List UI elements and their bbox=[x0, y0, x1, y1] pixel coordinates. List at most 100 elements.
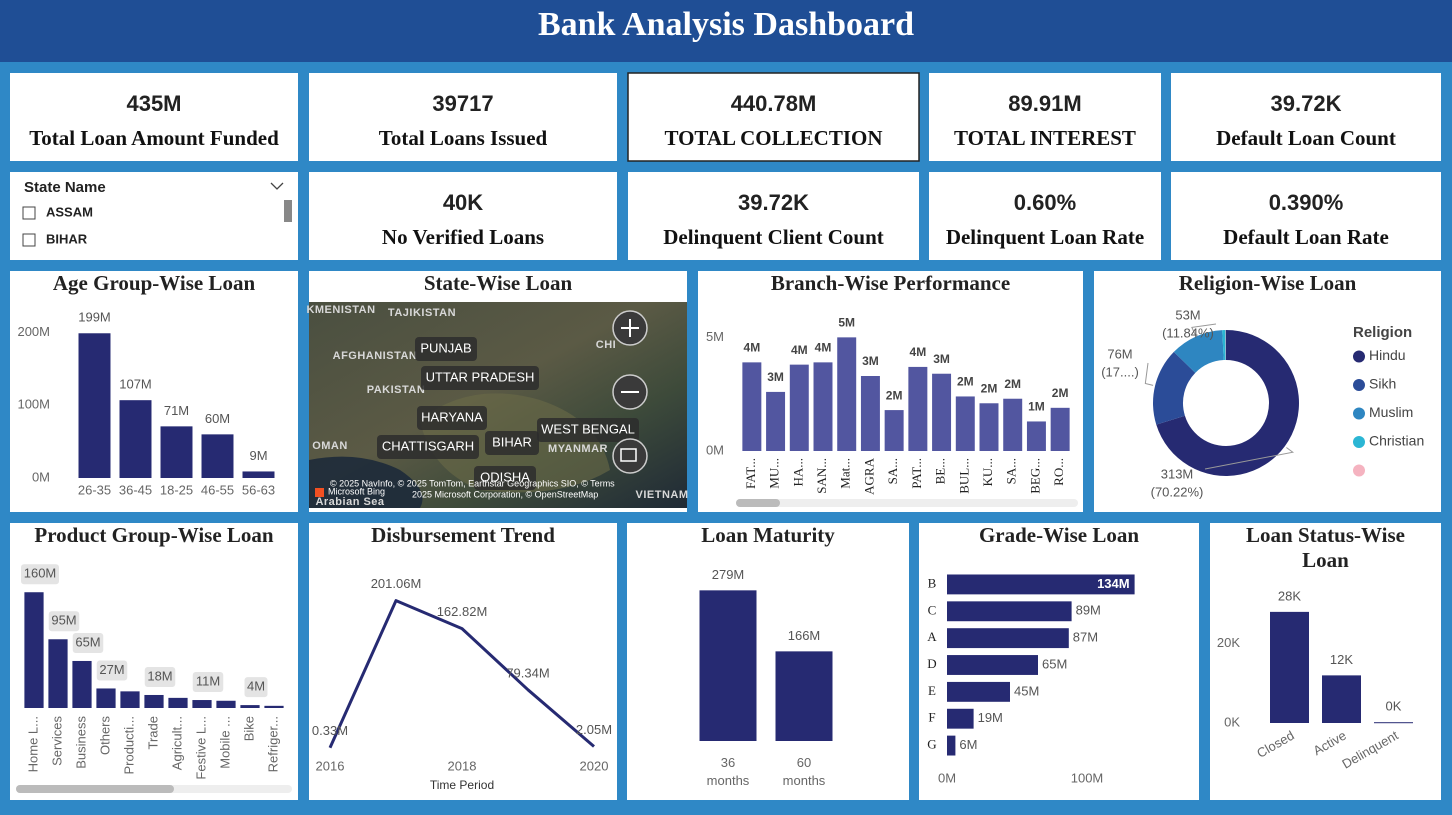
x-tick-label: KU... bbox=[980, 458, 995, 487]
legend-label[interactable]: Hindu bbox=[1369, 347, 1406, 363]
y-tick-label: C bbox=[928, 602, 937, 617]
value-label: 2M bbox=[957, 375, 974, 389]
bar bbox=[955, 396, 975, 451]
kpi-card bbox=[309, 172, 617, 260]
kpi-value: 89.91M bbox=[1008, 91, 1081, 116]
slicer-item[interactable]: ASSAM bbox=[46, 204, 93, 219]
y-tick-label: F bbox=[928, 710, 935, 725]
value-label: 60M bbox=[205, 411, 230, 426]
bar bbox=[264, 705, 284, 708]
x-axis-title: Time Period bbox=[430, 778, 494, 792]
x-tick-label: 0M bbox=[938, 770, 956, 785]
x-tick-label: Producti... bbox=[121, 716, 136, 775]
bar bbox=[947, 655, 1038, 675]
percent-label: (11.84%) bbox=[1162, 325, 1214, 340]
value-label-bg bbox=[192, 672, 224, 693]
leader-line bbox=[1191, 323, 1217, 335]
x-tick-label: 2018 bbox=[448, 758, 477, 773]
value-label: 27M bbox=[99, 662, 124, 677]
legend-marker[interactable] bbox=[1353, 436, 1365, 448]
slicer-dropdown[interactable] bbox=[270, 182, 284, 190]
x-tick-label: SA... bbox=[885, 458, 900, 484]
map-place-label: WEST BENGAL bbox=[541, 421, 635, 436]
kpi-label: Delinquent Client Count bbox=[663, 225, 884, 249]
legend-marker[interactable] bbox=[1353, 464, 1365, 477]
x-tick-label: Bike bbox=[241, 716, 256, 741]
value-label: 160M bbox=[24, 566, 57, 581]
kpi-card bbox=[1171, 73, 1441, 161]
legend-marker[interactable] bbox=[1353, 407, 1365, 420]
legend-label[interactable]: Muslim bbox=[1369, 404, 1413, 420]
chart-title: Grade-Wise Loan bbox=[979, 523, 1139, 547]
legend-marker[interactable] bbox=[1353, 350, 1365, 363]
kpi-label: Total Loan Amount Funded bbox=[29, 126, 279, 150]
slicer-scrollbar[interactable] bbox=[284, 200, 292, 222]
slicer-checkbox[interactable] bbox=[22, 233, 36, 247]
value-label: 2M bbox=[1052, 386, 1069, 400]
kpi-value: 0.390% bbox=[1269, 190, 1344, 215]
slicer-checkbox[interactable] bbox=[22, 206, 36, 220]
map-title: State-Wise Loan bbox=[424, 271, 573, 295]
legend-label[interactable]: Christian bbox=[1369, 433, 1424, 449]
legend-marker[interactable] bbox=[1353, 379, 1365, 391]
bar bbox=[908, 366, 928, 451]
legend-title: Religion bbox=[1353, 324, 1412, 341]
x-tick-label: FAT... bbox=[743, 458, 758, 489]
percent-label: (17....) bbox=[1101, 364, 1139, 379]
value-label-bg bbox=[72, 632, 104, 653]
value-label: 3M bbox=[933, 352, 950, 366]
donut-slice bbox=[1222, 330, 1226, 361]
value-label: 71M bbox=[164, 403, 189, 418]
map-bing-logo bbox=[315, 488, 324, 497]
scrollbar-thumb[interactable] bbox=[736, 499, 780, 507]
value-label-bg bbox=[144, 666, 176, 687]
y-tick-label: D bbox=[927, 656, 936, 671]
map-sea bbox=[309, 456, 423, 508]
bar bbox=[242, 471, 275, 478]
scrollbar-track[interactable] bbox=[736, 499, 1078, 507]
map-region-label: KMENISTAN bbox=[306, 304, 375, 316]
bar bbox=[1322, 675, 1361, 723]
x-tick-label: RO... bbox=[1051, 458, 1066, 486]
bar bbox=[947, 601, 1072, 622]
map-place-bg bbox=[417, 406, 487, 430]
slicer-item[interactable]: BIHAR bbox=[46, 231, 88, 246]
value-label: 2M bbox=[1004, 377, 1021, 391]
x-tick-label: Mobile ... bbox=[217, 716, 232, 769]
bar bbox=[947, 708, 974, 729]
donut-slice bbox=[1225, 330, 1226, 361]
y-tick-label: 0K bbox=[1224, 714, 1240, 729]
map-place-label: PUNJAB bbox=[420, 340, 471, 355]
bar bbox=[78, 333, 111, 478]
value-label: 3M bbox=[862, 354, 879, 368]
map-select-button[interactable] bbox=[612, 438, 648, 474]
line bbox=[328, 599, 595, 749]
y-tick-label: E bbox=[928, 683, 936, 698]
kpi-value: 0.60% bbox=[1014, 190, 1076, 215]
bar bbox=[947, 574, 1135, 595]
y-tick-label: 20K bbox=[1217, 635, 1240, 650]
value-label: 11M bbox=[196, 673, 220, 688]
value-label: 4M bbox=[247, 679, 265, 694]
bar bbox=[884, 410, 904, 451]
legend-label[interactable]: Sikh bbox=[1369, 376, 1396, 392]
value-label: 107M bbox=[119, 377, 152, 392]
value-label: 87M bbox=[1073, 630, 1098, 645]
leader-line bbox=[1204, 447, 1295, 470]
value-label: 79.34M bbox=[506, 665, 549, 680]
bar bbox=[216, 700, 236, 708]
map-place-bg bbox=[474, 466, 536, 490]
bar bbox=[932, 373, 952, 451]
donut-slice bbox=[1156, 330, 1299, 477]
value-label: 65M bbox=[75, 634, 100, 649]
value-label: 76M bbox=[1107, 346, 1132, 361]
x-tick-label: Others bbox=[97, 716, 112, 756]
y-tick-label: 200M bbox=[17, 324, 50, 339]
bar bbox=[766, 391, 786, 451]
bar bbox=[168, 697, 188, 708]
chart-panel bbox=[309, 523, 617, 800]
kpi-card bbox=[929, 172, 1161, 260]
donut-slice bbox=[1153, 351, 1196, 425]
scrollbar-thumb[interactable] bbox=[16, 785, 174, 793]
map-place-bg bbox=[537, 418, 639, 442]
